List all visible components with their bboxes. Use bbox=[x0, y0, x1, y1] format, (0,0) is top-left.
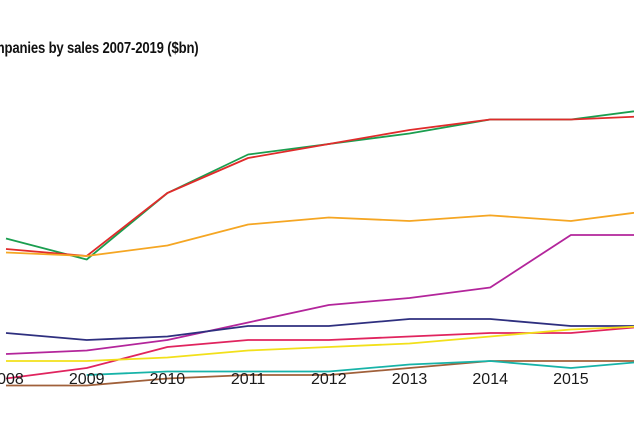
series-line-1 bbox=[5, 110, 634, 261]
series-layer bbox=[5, 110, 634, 387]
chart-title: mpanies by sales 2007-2019 ($bn) bbox=[0, 40, 199, 57]
x-tick-label: 2013 bbox=[392, 371, 428, 388]
series-line-2 bbox=[5, 115, 634, 257]
series-line-6 bbox=[5, 326, 634, 380]
x-tick-label: 2015 bbox=[553, 371, 589, 388]
x-tick-label: 2011 bbox=[231, 371, 266, 388]
x-axis: 200820092010201120122013201420152016 bbox=[0, 371, 634, 388]
series-line-4 bbox=[5, 234, 634, 355]
x-tick-label: 2008 bbox=[0, 371, 24, 388]
x-tick-label: 2010 bbox=[150, 371, 186, 388]
series-line-9 bbox=[86, 360, 634, 376]
series-line-5 bbox=[5, 318, 634, 341]
series-line-8 bbox=[6, 360, 634, 387]
series-line-7 bbox=[6, 325, 634, 362]
x-tick-label: 2012 bbox=[311, 371, 347, 388]
x-tick-label: 2014 bbox=[472, 371, 508, 388]
series-line-3 bbox=[5, 211, 634, 257]
x-tick-label: 2009 bbox=[69, 371, 105, 388]
